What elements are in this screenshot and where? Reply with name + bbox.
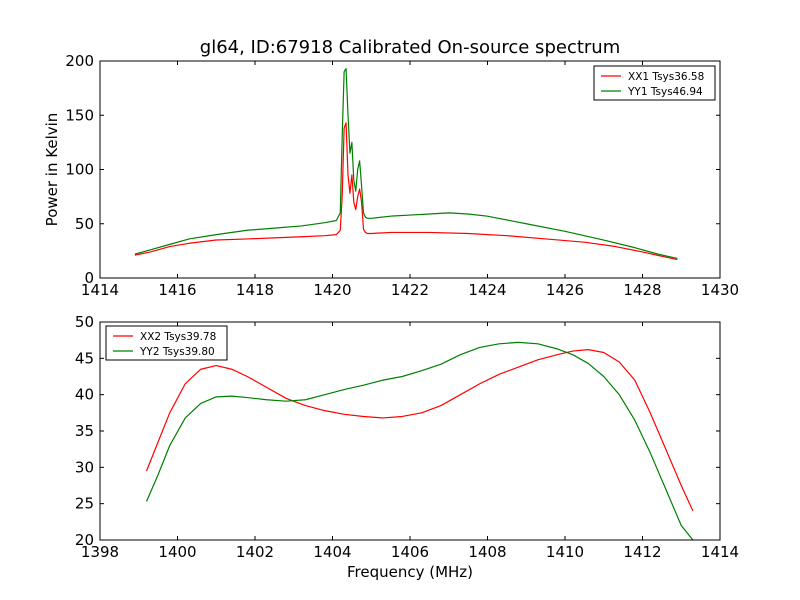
x-tick-label: 1416 (158, 281, 196, 299)
legend-box (593, 65, 716, 101)
y-tick-label: 35 (75, 422, 94, 440)
y-tick-label: 30 (75, 458, 94, 476)
x-tick-label: 1420 (313, 281, 351, 299)
top-panel: 1414 1416 1418 1420 1422 1424 1426 1428 1430 0 50 1… (43, 52, 739, 299)
series-line-1-0 (145, 349, 694, 512)
x-tick-label: 1398 (81, 543, 119, 561)
legend-label: YY2 Tsys39.80 (139, 346, 215, 358)
y-axis-label: Power in Kelvin (43, 113, 61, 227)
x-tick-label: 1418 (236, 281, 274, 299)
x-tick-label: 1424 (468, 281, 506, 299)
chart-title: gl64, ID:67918 Calibrated On-source spec… (200, 37, 620, 58)
y-tick-label: 50 (75, 215, 94, 233)
y-tick-label: 20 (75, 531, 94, 549)
y-tick-label: 40 (75, 386, 94, 404)
y-tick-label: 25 (75, 495, 94, 513)
legend-label: YY1 Tsys46.94 (627, 86, 703, 98)
y-tick-label: 200 (65, 52, 94, 70)
series-line-1-1 (145, 341, 694, 541)
x-tick-label: 1430 (701, 281, 739, 299)
x-tick-label: 1414 (701, 543, 739, 561)
x-tick-label: 1426 (546, 281, 584, 299)
x-tick-label: 1400 (158, 543, 196, 561)
x-tick-label: 1414 (81, 281, 119, 299)
legend-box (105, 325, 228, 361)
x-tick-label: 1408 (468, 543, 506, 561)
series-line-0-0 (134, 122, 678, 261)
x-tick-label: 1412 (623, 543, 661, 561)
legend-label: XX1 Tsys36.58 (628, 71, 704, 83)
y-tick-label: 45 (75, 349, 94, 367)
x-tick-label: 1406 (391, 543, 429, 561)
legend-label: XX2 Tsys39.78 (140, 331, 216, 343)
y-tick-label: 0 (84, 269, 94, 287)
x-tick-label: 1428 (623, 281, 661, 299)
y-tick-label: 50 (75, 313, 94, 331)
x-tick-label: 1410 (546, 543, 584, 561)
bottom-panel: 1398 1400 1402 1404 1406 1408 1410 1412 1414 20 25… (75, 313, 739, 581)
y-tick-label: 150 (65, 106, 94, 124)
x-tick-label: 1422 (391, 281, 429, 299)
y-tick-label: 100 (65, 161, 94, 179)
x-axis-label: Frequency (MHz) (347, 563, 473, 581)
series-line-0-1 (134, 67, 678, 260)
x-tick-label: 1402 (236, 543, 274, 561)
x-tick-label: 1404 (313, 543, 351, 561)
